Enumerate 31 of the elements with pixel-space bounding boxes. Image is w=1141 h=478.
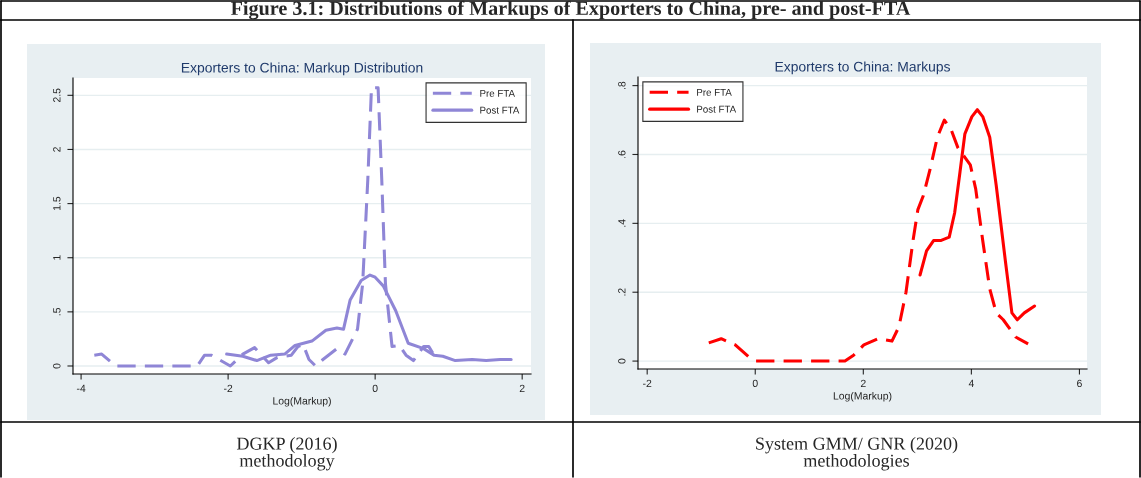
x-tick-label: 2 (860, 379, 866, 387)
text: System GMM/ GNR (2020) methodologies (756, 437, 958, 471)
x-tick-label: 0 (752, 379, 758, 388)
x-tick-label: -2 (223, 384, 233, 392)
y-tick-label: .4 (618, 219, 626, 227)
y-tick-label: 0 (618, 358, 626, 364)
legend-label: Post FTA (697, 105, 737, 113)
legend-label: Post FTA (480, 106, 520, 114)
x-tick-label: 4 (968, 379, 974, 387)
y-tick-label: .2 (618, 288, 626, 296)
y-tick-label: .8 (618, 81, 626, 89)
chart-title: Exporters to China: Markups (775, 61, 950, 75)
x-axis-title: Log(Markup) (273, 396, 331, 407)
y-tick-label: 2.5 (53, 88, 61, 103)
x-tick-label: 2 (519, 384, 525, 392)
legend-label: Pre FTA (697, 89, 732, 96)
legend-label: Pre FTA (480, 90, 515, 97)
y-tick-label: 0 (53, 363, 61, 369)
x-tick-label: -2 (643, 379, 652, 387)
y-tick-label: .6 (618, 150, 626, 158)
y-tick-label: 2 (53, 147, 61, 152)
x-tick-label: 0 (372, 384, 378, 393)
text: Figure 3.1: Distributions of Markups of Exporters to China, pre- and post-FTA (230, 0, 911, 20)
x-tick-label: 6 (1077, 379, 1082, 388)
y-tick-label: 1.5 (53, 196, 61, 211)
x-tick-label: -4 (76, 384, 86, 392)
y-tick-label: .5 (53, 307, 61, 316)
y-tick-label: 1 (53, 255, 61, 260)
text: DGKP (2016) methodology (236, 437, 337, 471)
x-axis-title: Log(Markup) (833, 391, 892, 402)
chart-title: Exporters to China: Markup Distribution (181, 62, 423, 76)
